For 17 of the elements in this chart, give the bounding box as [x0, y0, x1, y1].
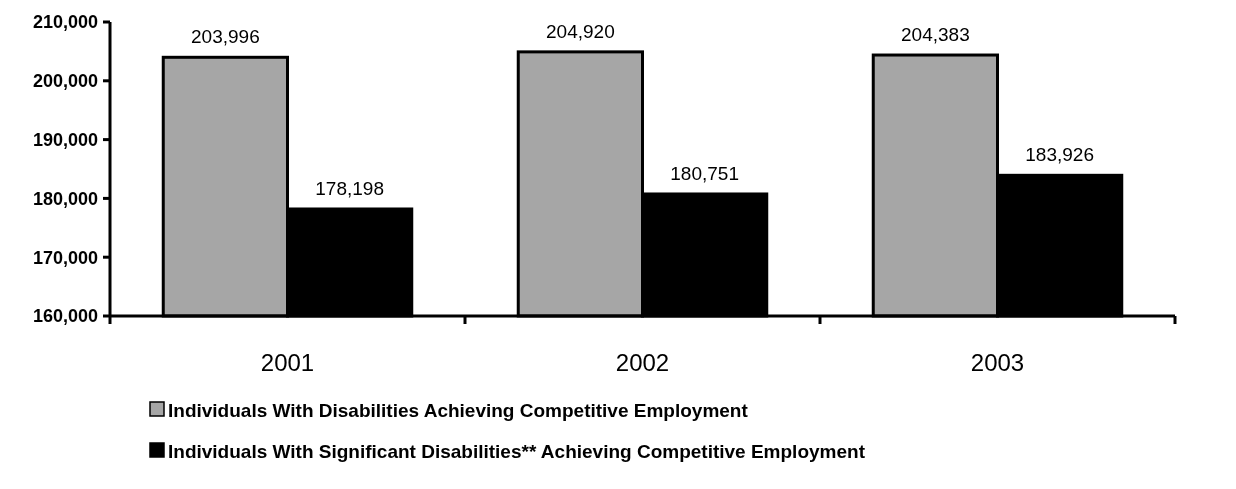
legend-label: Individuals With Disabilities Achieving Competitive Employment — [168, 399, 749, 421]
y-tick-label: 210,000 — [32, 12, 98, 33]
legend-label: Individuals With Significant Disabilities** Achieving Competitive Employment — [168, 440, 866, 462]
data-label: 203,996 — [191, 26, 260, 48]
y-tick-label: 180,000 — [32, 188, 98, 209]
x-tick-label: 2003 — [970, 349, 1025, 376]
y-tick-label: 200,000 — [32, 71, 98, 92]
data-label: 204,920 — [546, 20, 615, 42]
data-label: 178,198 — [315, 178, 384, 199]
data-label: 180,751 — [670, 162, 739, 184]
x-tick-label: 2001 — [260, 349, 315, 376]
x-tick-label: 2002 — [615, 349, 670, 376]
data-label: 183,926 — [1025, 144, 1094, 166]
data-label: 204,383 — [901, 24, 970, 46]
y-tick-label: 190,000 — [32, 129, 98, 150]
y-tick-label: 160,000 — [32, 306, 98, 327]
y-tick-label: 170,000 — [32, 247, 98, 268]
